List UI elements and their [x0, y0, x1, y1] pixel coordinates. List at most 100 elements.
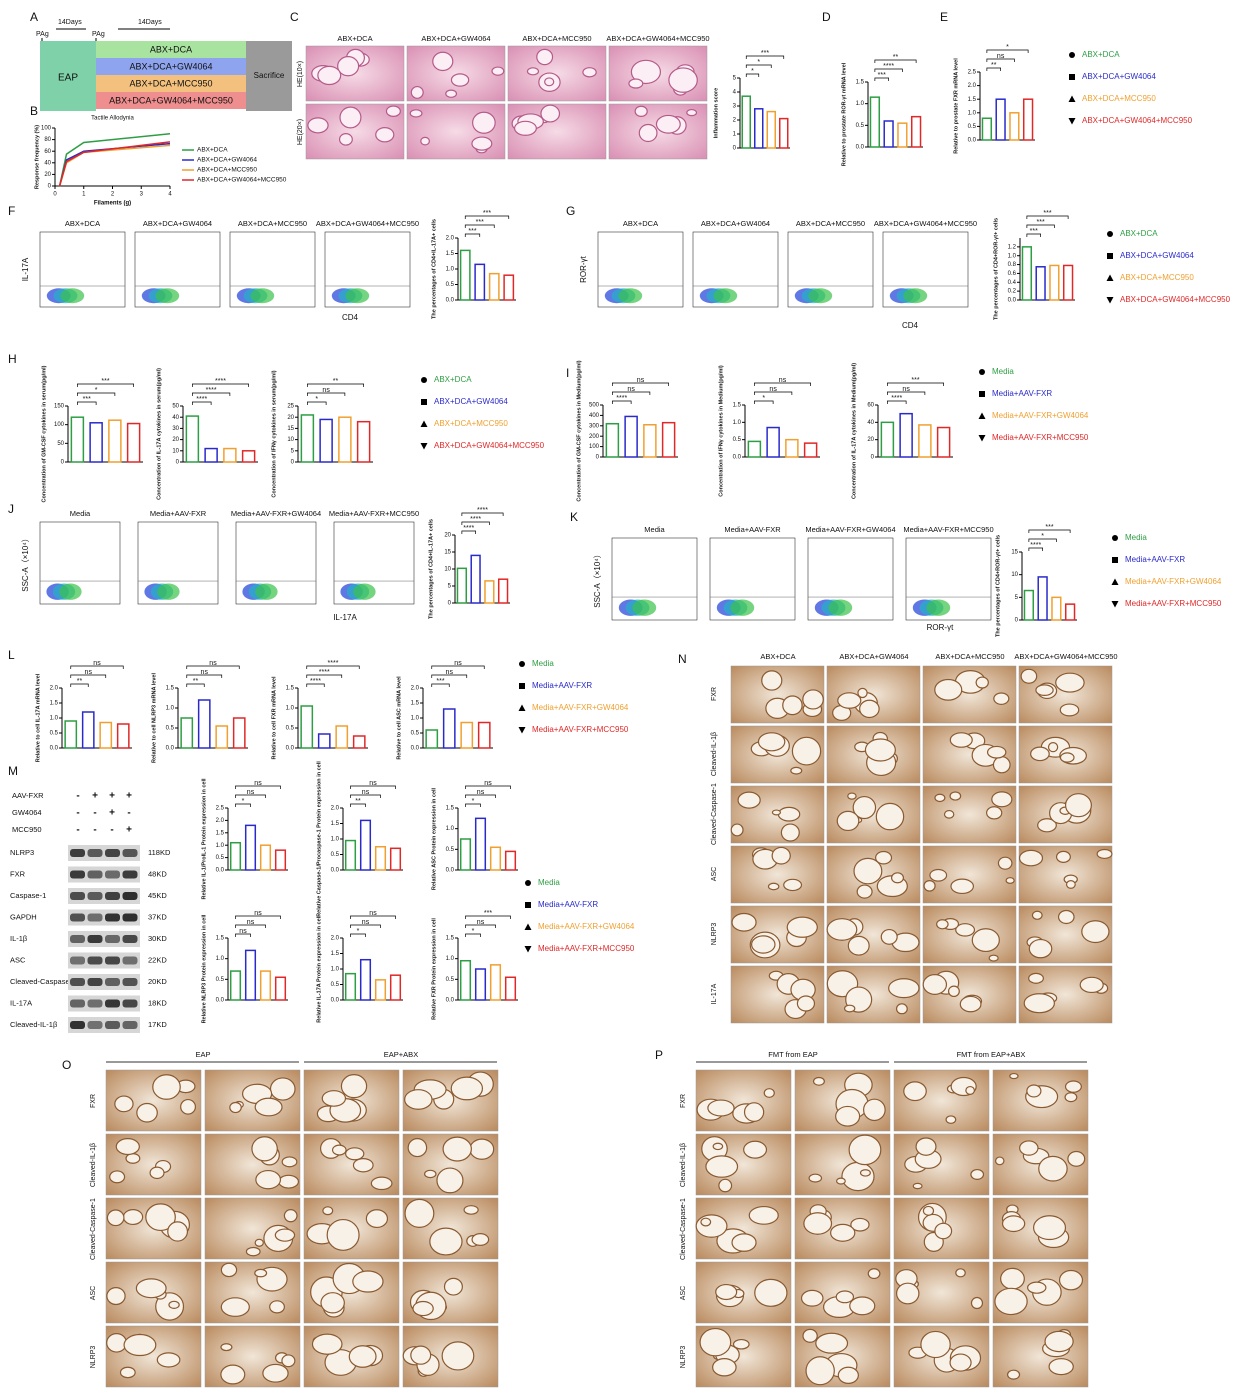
tissue-gland [896, 1282, 920, 1305]
sig-bracket [350, 915, 396, 919]
tissue-gland [848, 1134, 882, 1166]
tissue-gland [429, 1227, 463, 1256]
y-tick-label: 0.5 [50, 731, 59, 737]
legend-label: Media+AAV-FXR+MCC950 [992, 433, 1089, 442]
tissue-gland [767, 882, 780, 891]
treatment-sign: - [76, 791, 79, 802]
legend-marker [1107, 253, 1113, 259]
tissue-gland [1037, 818, 1057, 833]
tissue-gland [1020, 668, 1038, 684]
tissue-gland [936, 919, 949, 930]
axis-label: SSC-A（×10⁴） [21, 534, 30, 591]
tissue-gland [385, 105, 401, 117]
tissue-gland [970, 1296, 984, 1310]
sig-label: * [1041, 533, 1044, 540]
tissue-gland [1018, 849, 1044, 867]
band-size: 20KD [148, 977, 167, 986]
column-header: Media+AAV-FXR [724, 525, 781, 534]
tissue-gland [471, 136, 493, 151]
y-tick-label: 1.5 [856, 80, 865, 86]
tissue-gland [412, 1300, 434, 1317]
panel-label: E [940, 10, 948, 24]
tissue-gland [790, 766, 803, 775]
sig-bracket [465, 785, 511, 789]
y-tick-label: 40 [44, 160, 51, 166]
schema-text: ABX+DCA [150, 44, 192, 54]
sig-label: ns [627, 386, 635, 393]
tissue-gland [262, 1363, 289, 1383]
y-tick-label: 30 [172, 426, 179, 432]
tissue-gland [491, 66, 505, 76]
y-tick-label: 20 [44, 172, 51, 178]
sig-bracket [465, 915, 511, 919]
tissue-gland [761, 670, 783, 691]
tissue-gland [1009, 1072, 1019, 1080]
y-tick-label: 1.0 [411, 716, 420, 722]
y-tick-label: 10 [1011, 572, 1018, 578]
sig-label: ns [369, 780, 377, 787]
y-tick-label: 400 [589, 413, 600, 419]
schema-text: PAg [36, 31, 49, 38]
x-tick-label: 0 [53, 192, 57, 198]
bar [223, 447, 237, 463]
legend-label: ABX+DCA+MCC950 [1120, 273, 1194, 282]
sig-bracket [986, 49, 1029, 53]
tissue-gland [152, 1074, 181, 1100]
tissue-gland [441, 1341, 475, 1371]
sig-bracket [986, 58, 1015, 62]
axis-label: IL-17A [333, 613, 357, 622]
sig-label: ns [779, 377, 787, 384]
y-tick-label: 0.5 [411, 731, 420, 737]
tissue-gland [443, 1277, 463, 1296]
sig-bracket [235, 915, 281, 919]
bar [459, 959, 472, 1001]
axis-label: Concentration of GM-CSF cytokines in ser… [41, 365, 47, 502]
tissue-gland [849, 1296, 876, 1316]
y-tick-label: 2.0 [411, 686, 420, 692]
treatment-sign: - [93, 808, 96, 819]
tissue-gland [582, 67, 597, 78]
tissue-gland [168, 1300, 180, 1309]
axis-label: Cleaved-Caspase-1 [680, 1198, 687, 1260]
schema-text: 14Days [58, 19, 82, 26]
y-tick-label: 1.5 [411, 701, 420, 707]
y-tick-label: 1.0 [331, 837, 340, 843]
tissue-gland [1006, 1369, 1021, 1380]
tissue-gland [281, 1354, 296, 1368]
tissue-gland [986, 806, 1003, 820]
tissue-gland [220, 1364, 246, 1385]
tissue-gland [1096, 848, 1113, 860]
tissue-gland [748, 1205, 779, 1225]
treatment-sign: + [92, 791, 98, 802]
column-header: Media [644, 525, 665, 534]
axis-label: ASC [711, 867, 718, 881]
y-tick-label: 0 [291, 460, 295, 466]
tissue-gland [715, 1283, 738, 1301]
y-tick-label: 0 [61, 460, 65, 466]
sig-bracket [192, 383, 249, 387]
blot-band [70, 999, 85, 1008]
tissue-gland [750, 935, 776, 954]
y-tick-label: 0 [448, 601, 452, 607]
bar [89, 422, 103, 463]
y-tick-label: 4 [733, 90, 737, 96]
tissue-gland [136, 1102, 158, 1123]
bar [489, 846, 502, 871]
y-tick-label: 1.0 [331, 967, 340, 973]
bar [344, 972, 357, 1001]
legend-label: ABX+DCA [1120, 229, 1158, 238]
panel-label: F [8, 204, 15, 218]
legend-label: ABX+DCA+GW4064+MCC950 [1082, 116, 1193, 125]
sig-bracket [235, 803, 251, 807]
sig-bracket [350, 933, 366, 937]
legend-label: Media+AAV-FXR [1125, 555, 1185, 564]
bar [64, 720, 78, 749]
tissue-gland [655, 114, 681, 134]
sig-bracket [306, 683, 325, 687]
axis-label: CD4 [342, 313, 359, 322]
legend-marker [525, 902, 531, 908]
tissue-gland [771, 846, 791, 865]
sig-bracket [77, 392, 116, 396]
tissue-gland [1019, 1140, 1039, 1156]
column-header: ABX+DCA+MCC950 [935, 652, 1004, 661]
